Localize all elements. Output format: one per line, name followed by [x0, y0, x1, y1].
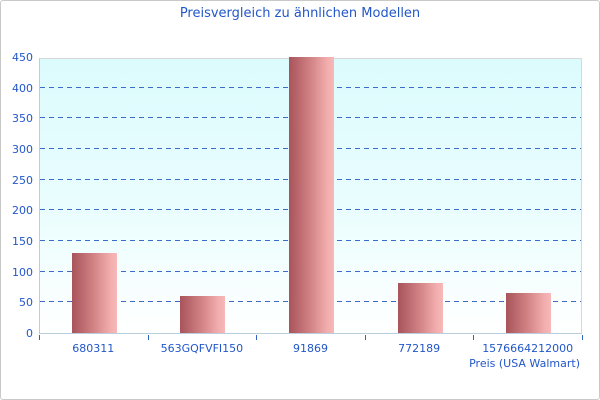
x-tick-label-1576664212000: 1576664212000 [482, 342, 574, 355]
y-tick-label-300: 300 [12, 143, 33, 156]
x-tick-3 [364, 335, 366, 340]
plot-area [39, 57, 582, 334]
chart-title: Preisvergleich zu ähnlichen Modellen [179, 6, 421, 21]
y-tick-label-0: 0 [26, 327, 33, 340]
x-tick-5 [582, 335, 583, 340]
y-tick-label-100: 100 [12, 265, 33, 279]
y-tick-label-350: 350 [12, 112, 33, 126]
y-tick-label-400: 400 [12, 81, 33, 95]
y-tick-label-150: 150 [12, 235, 33, 248]
x-axis-title: Preis (USA Walmart) [469, 357, 580, 370]
x-tick-label-91869: 91869 [293, 342, 328, 355]
x-tick-0 [39, 335, 40, 340]
bar-772189 [397, 282, 443, 333]
x-tick-label-563GQFVFI150: 563GQFVFI150 [160, 342, 244, 355]
x-tick-label-772189: 772189 [398, 342, 441, 355]
y-tick-label-250: 250 [12, 173, 33, 187]
bar-563GQFVFI150 [180, 296, 226, 333]
x-tick-label-680311: 680311 [72, 342, 115, 355]
x-tick-4 [473, 335, 475, 340]
bar-91869 [289, 57, 334, 333]
y-tick-label-200: 200 [12, 204, 33, 218]
y-tick-label-50: 50 [19, 296, 33, 310]
y-tick-label-450: 450 [12, 51, 33, 64]
x-tick-1 [147, 335, 149, 340]
bar-1576664212000 [506, 293, 552, 333]
x-tick-2 [256, 335, 258, 340]
bar-680311 [71, 253, 117, 333]
